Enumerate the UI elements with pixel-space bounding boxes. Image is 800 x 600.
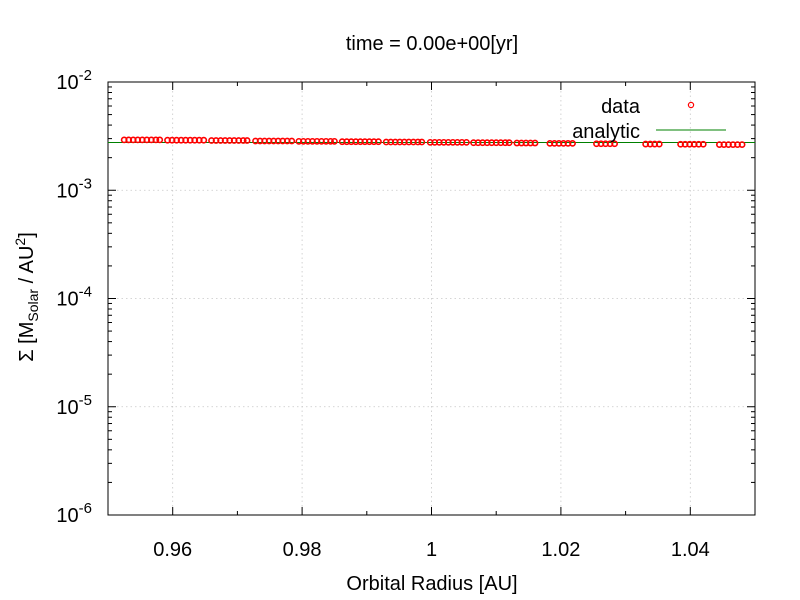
data-point [239,137,247,144]
legend-marker-data [687,101,695,109]
data-point [414,138,422,146]
y-label-mid: / AU [16,246,38,289]
y-tick-label: 10-3 [56,175,92,202]
data-point [501,139,509,147]
y-tick-label: 10-6 [56,500,92,527]
y-label-suffix: ] [16,232,38,238]
x-axis-label: Orbital Radius [AU] [346,573,517,595]
data-point [331,137,338,145]
data-point [655,140,663,148]
data-point [505,139,513,147]
legend-label-analytic: analytic [572,121,640,143]
data-point [463,138,470,146]
y-tick-label: 10-4 [56,284,92,311]
data-point [152,136,160,144]
x-tick-label: 1.04 [671,539,710,561]
data-point [327,137,334,145]
tick-labels: 0.96 0.98 1 1.02 1.04 10-6 10-5 10-4 10-3 10-2 [56,67,709,561]
x-tick-label: 1 [426,539,437,561]
y-label-sup: 2 [12,238,28,246]
x-tick-label: 1.02 [541,539,580,561]
axes [107,81,756,516]
data-point [200,136,208,144]
data-point [375,138,382,146]
data-point [611,140,619,148]
data-point [569,139,576,147]
data-point [288,137,296,145]
y-label-sub: Solar [25,289,41,322]
data-point [699,140,707,148]
series [108,136,755,149]
data-point [531,139,539,147]
chart-title: time = 0.00e+00[yr] [346,33,518,55]
x-tick-label: 0.98 [283,539,322,561]
x-tick-label: 0.96 [153,539,192,561]
data-point [418,138,426,146]
data-point [156,136,164,144]
y-label-prefix: Σ [M [16,322,38,362]
data-point [243,137,251,144]
data-point [738,141,746,149]
grid [108,82,755,515]
y-tick-label: 10-2 [56,67,92,94]
y-axis-label: Σ [MSolar / AU2] [12,232,41,362]
legend-label-data: data [601,96,641,118]
legend: data analytic [572,96,726,143]
y-tick-label: 10-5 [56,392,92,419]
